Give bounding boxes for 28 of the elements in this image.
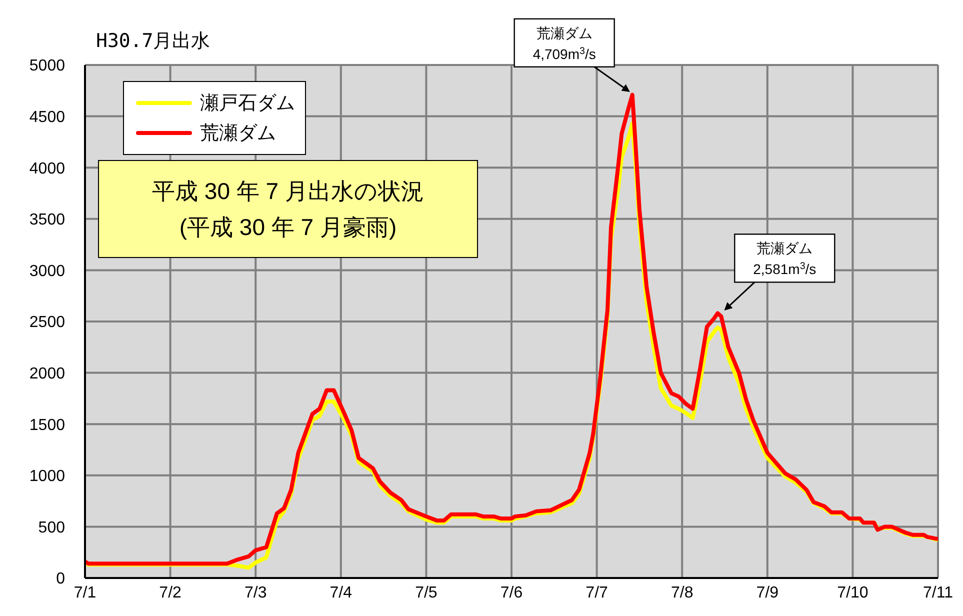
x-tick-label: 7/1 bbox=[74, 584, 96, 602]
x-tick-label: 7/3 bbox=[244, 584, 267, 602]
x-tick-label: 7/2 bbox=[159, 584, 182, 602]
x-tick-label: 7/4 bbox=[330, 584, 352, 602]
x-tick-label: 7/9 bbox=[756, 584, 779, 602]
annotation: 荒瀬ダム 2,581m$^{3}$/s bbox=[753, 240, 816, 278]
y-tick-label: 5000 bbox=[29, 58, 66, 75]
legend-label: 瀬戸石ダム bbox=[200, 92, 295, 116]
y-tick-label: 2500 bbox=[29, 314, 66, 332]
x-tick-label: 7/5 bbox=[415, 584, 438, 602]
y-tick-label: 500 bbox=[38, 519, 66, 536]
x-tick-label: 7/8 bbox=[670, 584, 694, 602]
y-tick-label: 1000 bbox=[29, 468, 66, 486]
y-tick-label: 4000 bbox=[29, 160, 66, 178]
y-tick-label: 2000 bbox=[29, 365, 66, 382]
legend-label: 荒瀬ダム bbox=[200, 122, 276, 146]
x-tick-label: 7/6 bbox=[500, 584, 523, 602]
text-box: 平成 30 年 7 月出水の状況 (平成 30 年 7 月豪雨) bbox=[98, 160, 478, 258]
y-tick-label: 3000 bbox=[29, 262, 66, 280]
annotation: 荒瀬ダム 4,709m$^{3}$/s bbox=[532, 24, 596, 62]
x-tick-label: 7/7 bbox=[586, 584, 608, 602]
x-tick-label: 7/10 bbox=[837, 584, 868, 602]
y-tick-label: 3500 bbox=[29, 212, 66, 229]
y-tick-label: 0 bbox=[56, 570, 66, 588]
y-tick-label: 4500 bbox=[29, 108, 66, 126]
y-tick-label: 1500 bbox=[29, 416, 66, 434]
x-tick-label: 7/11 bbox=[923, 584, 954, 602]
chart-title: H30.7月出水 bbox=[96, 29, 210, 54]
